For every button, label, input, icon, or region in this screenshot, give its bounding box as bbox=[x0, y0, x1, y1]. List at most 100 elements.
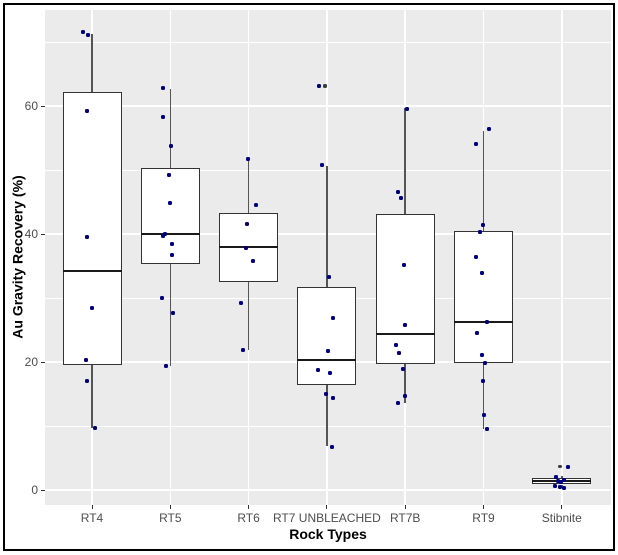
upper-whisker bbox=[247, 158, 250, 213]
jitter-point bbox=[552, 484, 557, 489]
jitter-point bbox=[253, 203, 258, 208]
jitter-point bbox=[403, 323, 408, 328]
jitter-point bbox=[168, 201, 173, 206]
jitter-point bbox=[474, 330, 479, 335]
x-tick-mark bbox=[326, 505, 328, 509]
median-line bbox=[297, 359, 357, 362]
upper-whisker bbox=[169, 89, 172, 169]
upper-whisker bbox=[91, 33, 93, 92]
jitter-point bbox=[84, 357, 88, 362]
y-tick-label: 40 bbox=[24, 227, 38, 242]
x-tick-mark bbox=[483, 505, 484, 509]
jitter-point bbox=[484, 320, 489, 325]
jitter-point bbox=[161, 86, 166, 91]
jitter-point bbox=[243, 245, 248, 250]
iqr-box-rt7b bbox=[375, 214, 435, 365]
lower-whisker bbox=[169, 264, 172, 367]
jitter-point bbox=[170, 252, 175, 257]
x-tick-label-rt7b: RT7B bbox=[389, 511, 421, 525]
major-gridline bbox=[45, 105, 611, 108]
jitter-point bbox=[486, 127, 491, 132]
jitter-point bbox=[473, 254, 478, 259]
y-axis-title: Au Gravity Recovery (%) bbox=[9, 175, 26, 339]
iqr-box-rt9 bbox=[454, 230, 513, 363]
jitter-point bbox=[481, 412, 486, 417]
jitter-point bbox=[329, 444, 334, 449]
jitter-point bbox=[169, 143, 174, 148]
jitter-point bbox=[167, 173, 172, 178]
y-tick-label: 60 bbox=[24, 99, 38, 114]
jitter-point bbox=[161, 114, 166, 119]
jitter-point bbox=[160, 295, 165, 300]
jitter-point bbox=[327, 371, 332, 376]
plot-panel bbox=[45, 10, 611, 505]
jitter-point bbox=[240, 348, 245, 353]
x-tick-mark bbox=[248, 505, 250, 509]
jitter-point bbox=[553, 474, 558, 479]
jitter-point bbox=[330, 316, 335, 320]
jitter-point bbox=[316, 84, 321, 89]
jitter-point bbox=[405, 107, 410, 112]
jitter-point bbox=[482, 361, 487, 366]
jitter-point bbox=[163, 232, 168, 237]
upper-whisker bbox=[561, 475, 563, 479]
x-tick-label-rt9: RT9 bbox=[472, 511, 495, 525]
jitter-point bbox=[85, 108, 89, 113]
jitter-point bbox=[403, 394, 408, 399]
y-tick-label: 20 bbox=[24, 355, 38, 370]
jitter-point bbox=[402, 262, 407, 267]
jitter-point bbox=[250, 259, 255, 264]
jitter-point bbox=[85, 379, 89, 384]
upper-whisker bbox=[326, 166, 328, 288]
x-tick-mark bbox=[404, 505, 406, 509]
jitter-point bbox=[326, 275, 331, 280]
jitter-point bbox=[555, 478, 560, 483]
outlier-point bbox=[558, 464, 562, 469]
jitter-point bbox=[479, 270, 484, 275]
jitter-point bbox=[473, 142, 478, 147]
outlier-point bbox=[323, 84, 327, 88]
jitter-point bbox=[557, 485, 562, 490]
median-line bbox=[140, 233, 200, 236]
jitter-point bbox=[315, 367, 320, 372]
jitter-point bbox=[480, 379, 485, 384]
y-tick-mark bbox=[41, 105, 45, 107]
median-line bbox=[454, 320, 513, 323]
iqr-box-rt7-unbleached bbox=[297, 287, 357, 386]
jitter-point bbox=[484, 427, 489, 432]
jitter-point bbox=[396, 401, 401, 406]
y-tick-mark bbox=[41, 361, 45, 363]
jitter-point bbox=[170, 242, 175, 247]
jitter-point bbox=[238, 300, 243, 305]
upper-whisker bbox=[404, 107, 406, 215]
y-tick-mark bbox=[41, 489, 45, 491]
y-tick-mark bbox=[41, 233, 45, 235]
lower-whisker bbox=[91, 365, 93, 429]
jitter-point bbox=[477, 229, 482, 234]
jitter-point bbox=[394, 342, 399, 347]
jitter-point bbox=[480, 223, 485, 228]
lower-whisker bbox=[482, 362, 485, 430]
jitter-point bbox=[330, 396, 335, 401]
jitter-point bbox=[319, 162, 324, 167]
jitter-point bbox=[396, 189, 401, 194]
jitter-point bbox=[399, 195, 404, 200]
jitter-point bbox=[325, 348, 330, 353]
jitter-point bbox=[479, 352, 484, 357]
jitter-point bbox=[397, 350, 402, 355]
jitter-point bbox=[81, 30, 85, 35]
x-tick-label-rt7-unbleached: RT7 UNBLEACHED bbox=[272, 511, 381, 525]
x-tick-label-rt5: RT5 bbox=[159, 511, 182, 525]
jitter-point bbox=[565, 464, 570, 469]
jitter-point bbox=[161, 234, 166, 239]
x-tick-mark bbox=[91, 505, 93, 509]
lower-whisker bbox=[404, 364, 406, 403]
x-tick-label-stibnite: Stibnite bbox=[541, 511, 582, 525]
x-tick-label-rt6: RT6 bbox=[237, 511, 260, 525]
minor-gridline bbox=[45, 41, 611, 43]
jitter-point bbox=[244, 221, 249, 226]
jitter-point bbox=[164, 364, 169, 369]
jitter-point bbox=[561, 478, 566, 483]
x-tick-label-rt4: RT4 bbox=[80, 511, 104, 525]
